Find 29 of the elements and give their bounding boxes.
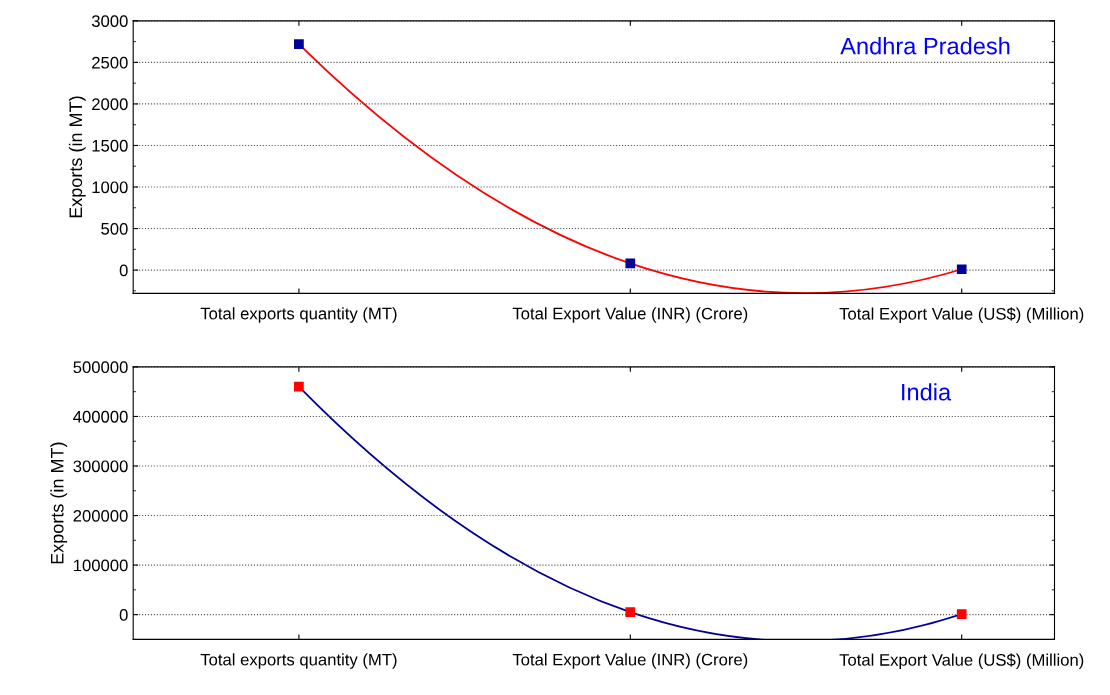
x-tick-label: Total Export Value (US$) (Million) [839, 653, 1084, 670]
y-tick-label: 0 [119, 264, 128, 277]
y-tick-label: 300000 [73, 460, 128, 473]
y-tick-label: 1500 [92, 139, 128, 152]
y-axis-title: Exports (in MT) [68, 96, 86, 218]
point [956, 609, 967, 619]
y-tick-label: 3000 [91, 15, 128, 28]
y-tick-label: 200000 [73, 509, 128, 522]
x-tick-label: Total Export Value (INR) (Crore) [512, 307, 748, 323]
y-tick-label: 400000 [73, 410, 128, 423]
y-tick-label: 0 [119, 609, 128, 621]
y-tick-label: 1000 [92, 181, 128, 194]
point [294, 381, 304, 392]
x-tick-label: Total Export Value (US$) (Million) [839, 307, 1084, 324]
y-tick-label: 2500 [92, 56, 128, 69]
x-tick-label: Total exports quantity (MT) [200, 653, 397, 669]
point [625, 607, 636, 618]
x-tick-label: Total exports quantity (MT) [200, 307, 397, 323]
y-tick-label: 500 [101, 222, 128, 235]
point [625, 258, 636, 269]
annotation: India [902, 383, 952, 401]
y-tick-label: 100000 [74, 559, 128, 572]
point [956, 264, 967, 275]
y-tick-label: 2000 [92, 98, 128, 111]
x-tick-label: Total Export Value (INR) (Crore) [512, 653, 748, 669]
point [294, 39, 304, 49]
annotation: Andhra Pradesh [840, 37, 1010, 55]
y-tick-label: 500000 [73, 361, 128, 374]
y-axis-title: Exports (in MT) [50, 442, 68, 564]
